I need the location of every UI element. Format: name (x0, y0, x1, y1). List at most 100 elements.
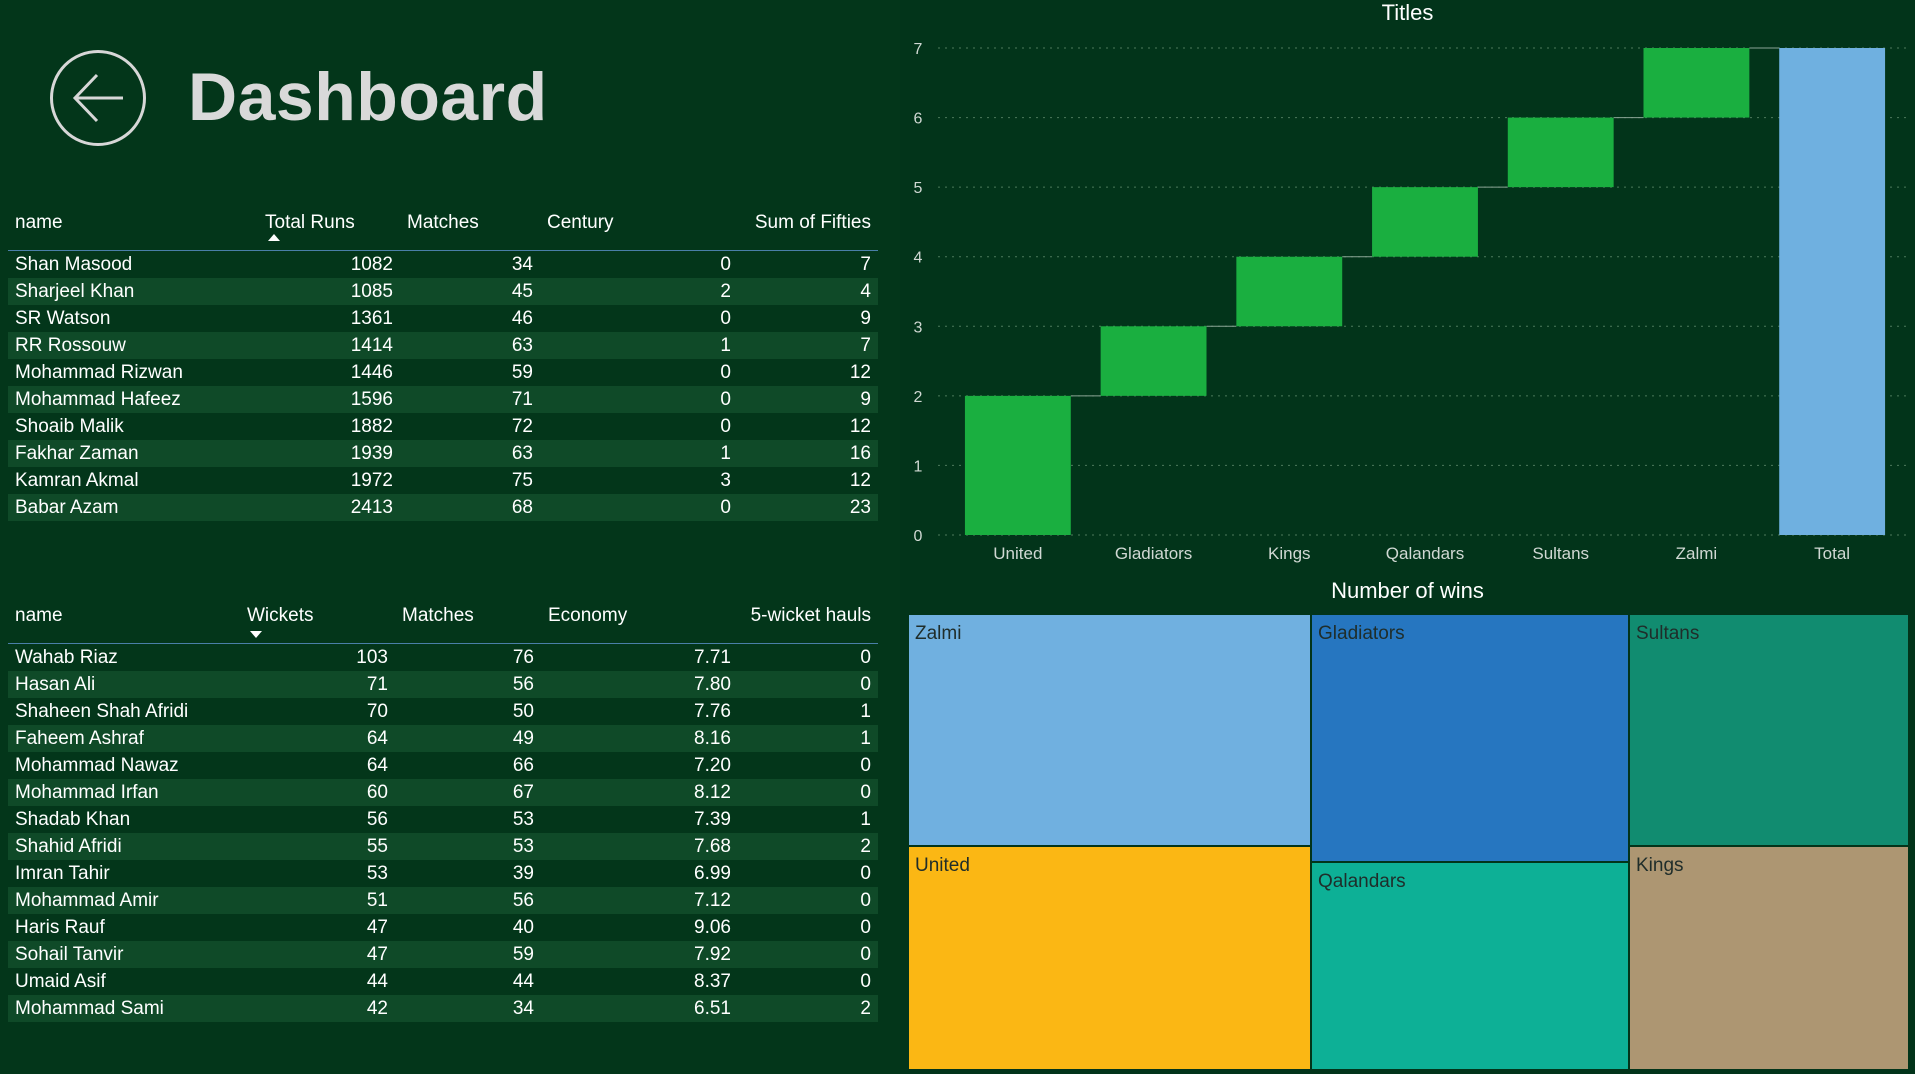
table-row[interactable]: Faheem Ashraf 64 49 8.16 1 (8, 725, 878, 752)
back-button[interactable] (50, 50, 146, 146)
wins-treemap-title: Number of wins (1331, 578, 1484, 603)
treemap-cell-qalandars[interactable]: Qalandars (1311, 862, 1629, 1070)
cell-value: 49 (512, 728, 534, 749)
table-row[interactable]: Hasan Ali 71 56 7.80 0 (8, 671, 878, 698)
treemap-label: Zalmi (915, 623, 962, 644)
cell-name: Sohail Tanvir (15, 944, 124, 965)
treemap-cell-gladiators[interactable]: Gladiators (1311, 614, 1629, 862)
treemap-cell-kings[interactable]: Kings (1629, 846, 1909, 1070)
cell-value: 16 (849, 443, 871, 464)
cell-value: 53 (366, 863, 388, 884)
col-header-matches[interactable]: Matches (407, 212, 479, 233)
bowling-header-row: name Wickets Matches Economy 5-wicket ha… (8, 605, 878, 644)
table-row[interactable]: Mohammad Sami 42 34 6.51 2 (8, 995, 878, 1022)
table-row[interactable]: Mohammad Nawaz 64 66 7.20 0 (8, 752, 878, 779)
table-row[interactable]: Haris Rauf 47 40 9.06 0 (8, 914, 878, 941)
y-tick-label: 1 (914, 458, 923, 475)
cell-value: 8.12 (694, 782, 731, 803)
cell-name: Haris Rauf (15, 917, 105, 938)
cell-value: 46 (511, 308, 533, 329)
y-tick-label: 2 (914, 389, 923, 406)
batting-table: name Total Runs Matches Century Sum of F… (8, 212, 878, 521)
cell-value: 2 (860, 836, 871, 857)
table-row[interactable]: Fakhar Zaman 1939 63 1 16 (8, 440, 878, 467)
sort-ascending-icon (268, 234, 280, 241)
table-row[interactable]: Sharjeel Khan 1085 45 2 4 (8, 278, 878, 305)
cell-value: 7.12 (694, 890, 731, 911)
table-row[interactable]: Shoaib Malik 1882 72 0 12 (8, 413, 878, 440)
col-header-century[interactable]: Century (547, 212, 614, 233)
col-header-matches[interactable]: Matches (402, 605, 474, 626)
cell-value: 0 (860, 647, 871, 668)
cell-value: 1 (720, 443, 731, 464)
table-row[interactable]: Wahab Riaz 103 76 7.71 0 (8, 643, 878, 671)
cell-value: 0 (860, 755, 871, 776)
treemap-cell-sultans[interactable]: Sultans (1629, 614, 1909, 846)
table-row[interactable]: Sohail Tanvir 47 59 7.92 0 (8, 941, 878, 968)
cell-value: 75 (511, 470, 533, 491)
table-row[interactable]: Babar Azam 2413 68 0 23 (8, 494, 878, 521)
x-tick-label: Sultans (1532, 544, 1589, 563)
y-tick-label: 5 (914, 180, 923, 197)
cell-name: Babar Azam (15, 497, 119, 518)
cell-value: 6.51 (694, 998, 731, 1019)
cell-value: 53 (512, 836, 534, 857)
cell-value: 63 (511, 335, 533, 356)
cell-name: Mohammad Irfan (15, 782, 159, 803)
cell-name: RR Rossouw (15, 335, 126, 356)
cell-value: 44 (366, 971, 388, 992)
treemap-cell-zalmi[interactable]: Zalmi (908, 614, 1311, 846)
col-header-name[interactable]: name (15, 212, 63, 233)
col-header-total-runs[interactable]: Total Runs (258, 212, 400, 251)
y-tick-label: 3 (914, 319, 923, 336)
cell-value: 7.20 (694, 755, 731, 776)
treemap-label: Kings (1636, 855, 1684, 876)
table-row[interactable]: Kamran Akmal 1972 75 3 12 (8, 467, 878, 494)
cell-value: 64 (366, 755, 388, 776)
cell-value: 1446 (350, 362, 393, 383)
cell-value: 1082 (350, 254, 393, 275)
batting-header-row: name Total Runs Matches Century Sum of F… (8, 212, 878, 251)
cell-value: 71 (511, 389, 533, 410)
table-row[interactable]: Mohammad Amir 51 56 7.12 0 (8, 887, 878, 914)
treemap-cell-united[interactable]: United (908, 846, 1311, 1070)
cell-value: 60 (366, 782, 388, 803)
y-tick-label: 4 (914, 250, 923, 267)
cell-value: 68 (511, 497, 533, 518)
cell-value: 1 (860, 728, 871, 749)
x-tick-label: Total (1814, 544, 1850, 563)
col-header-economy[interactable]: Economy (548, 605, 628, 626)
cell-name: Shadab Khan (15, 809, 131, 830)
arrow-left-icon (72, 73, 123, 123)
table-row[interactable]: RR Rossouw 1414 63 1 7 (8, 332, 878, 359)
table-row[interactable]: Mohammad Irfan 60 67 8.12 0 (8, 779, 878, 806)
cell-name: Shoaib Malik (15, 416, 124, 437)
cell-value: 45 (511, 281, 533, 302)
col-header-name[interactable]: name (15, 605, 63, 626)
table-row[interactable]: Shaheen Shah Afridi 70 50 7.76 1 (8, 698, 878, 725)
cell-value: 44 (512, 971, 534, 992)
bowling-table-body: Wahab Riaz 103 76 7.71 0 Hasan Ali 71 56 7.80 0 Sh… (8, 643, 878, 1022)
cell-value: 7.92 (694, 944, 731, 965)
table-row[interactable]: Imran Tahir 53 39 6.99 0 (8, 860, 878, 887)
bar-total (1779, 48, 1886, 535)
table-row[interactable]: Mohammad Hafeez 1596 71 0 9 (8, 386, 878, 413)
col-header-5-wicket-hauls[interactable]: 5-wicket hauls (750, 605, 871, 626)
cell-value: 7 (860, 335, 871, 356)
table-row[interactable]: Shahid Afridi 55 53 7.68 2 (8, 833, 878, 860)
col-header-sum-of-fifties[interactable]: Sum of Fifties (754, 212, 871, 233)
cell-value: 12 (849, 470, 871, 491)
titles-waterfall-chart: 0 1 2 3 4 5 6 7 United Gladiators Kings Qalandars Su… (914, 41, 1908, 563)
table-row[interactable]: Shadab Khan 56 53 7.39 1 (8, 806, 878, 833)
x-tick-label: Qalandars (1386, 544, 1464, 563)
table-row[interactable]: Umaid Asif 44 44 8.37 0 (8, 968, 878, 995)
table-row[interactable]: SR Watson 1361 46 0 9 (8, 305, 878, 332)
cell-value: 53 (512, 809, 534, 830)
table-row[interactable]: Mohammad Rizwan 1446 59 0 12 (8, 359, 878, 386)
batting-table-body: Shan Masood 1082 34 0 7 Sharjeel Khan 1085 45 2 4… (8, 250, 878, 521)
cell-name: Hasan Ali (15, 674, 96, 695)
col-header-wickets[interactable]: Wickets (240, 605, 395, 644)
cell-value: 7.80 (694, 674, 731, 695)
table-row[interactable]: Shan Masood 1082 34 0 7 (8, 250, 878, 278)
cell-value: 66 (512, 755, 534, 776)
